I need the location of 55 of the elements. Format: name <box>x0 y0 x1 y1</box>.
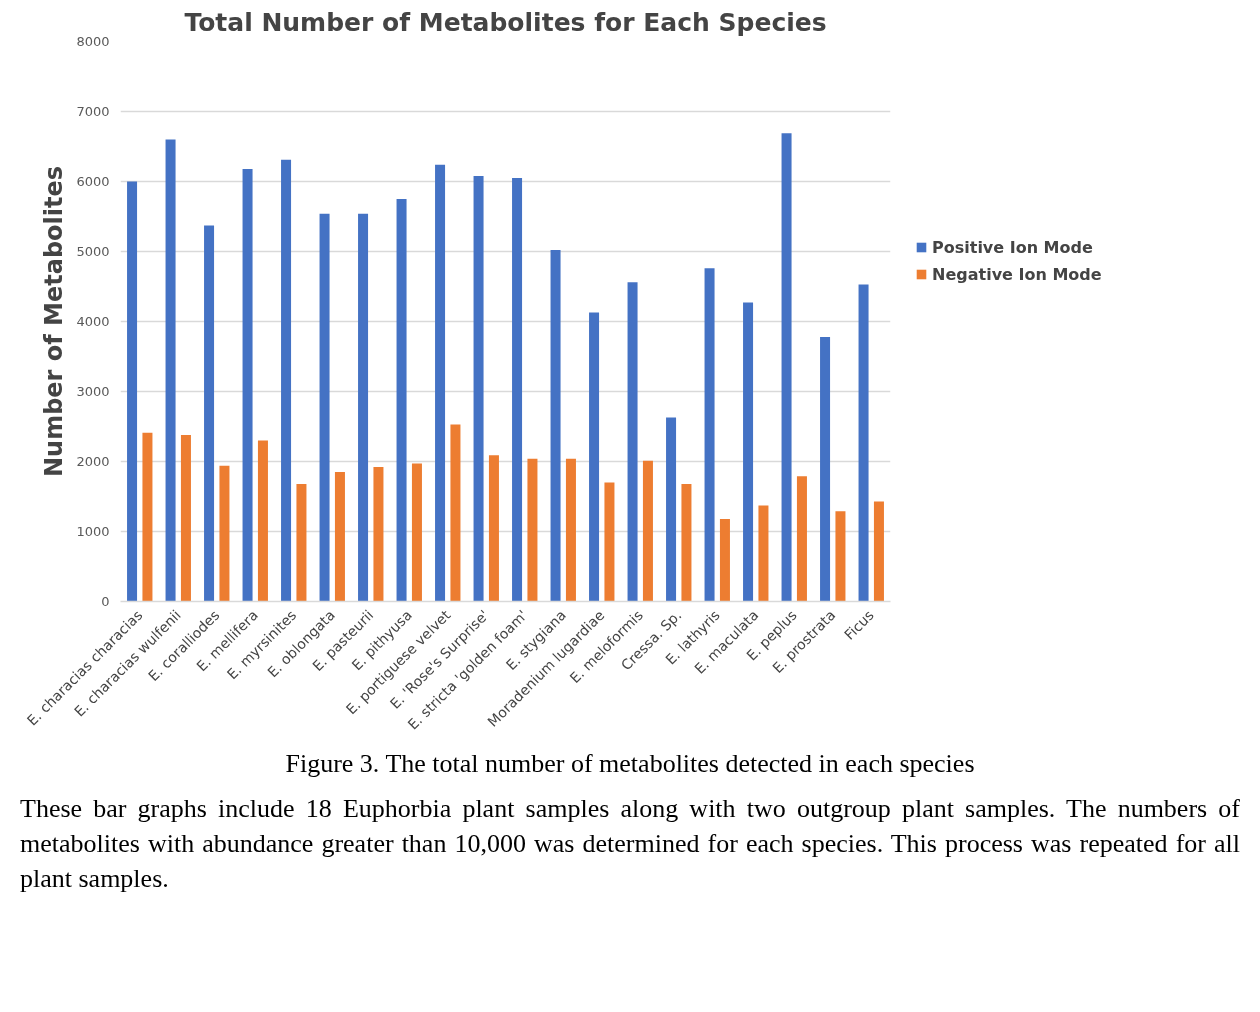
bar <box>435 164 446 602</box>
bar <box>873 501 884 602</box>
bar <box>604 482 615 602</box>
bar <box>642 460 653 602</box>
bar <box>296 483 307 602</box>
bar <box>565 458 576 602</box>
bar <box>512 178 523 602</box>
bar <box>527 458 538 602</box>
bar <box>127 181 138 602</box>
bar <box>719 518 730 602</box>
bar <box>319 213 330 602</box>
bar <box>219 465 230 602</box>
bar <box>411 463 422 602</box>
bar <box>666 417 677 602</box>
y-tick-label: 1000 <box>76 524 110 539</box>
bar <box>242 168 253 602</box>
y-axis-title: Number of Metabolites <box>40 165 69 478</box>
y-tick-label: 5000 <box>76 244 110 259</box>
y-tick-label: 7000 <box>76 104 110 119</box>
bar <box>781 133 792 602</box>
y-tick-label: 8000 <box>76 34 110 49</box>
y-tick-label: 4000 <box>76 314 110 329</box>
bar <box>820 336 831 602</box>
bar <box>589 312 600 602</box>
y-tick-label: 3000 <box>76 384 110 399</box>
bar <box>743 302 754 602</box>
bar <box>373 467 384 602</box>
bar <box>165 139 176 602</box>
bar <box>396 199 407 602</box>
legend-label: Negative Ion Mode <box>932 264 1102 284</box>
y-tick-label: 2000 <box>76 454 110 469</box>
bar <box>450 424 461 602</box>
bar <box>835 511 846 602</box>
bar <box>758 505 769 602</box>
y-tick-label: 0 <box>101 594 110 609</box>
bar <box>681 483 692 602</box>
bar <box>204 225 215 602</box>
bar <box>257 440 268 602</box>
bar <box>627 282 638 602</box>
bar <box>334 472 345 602</box>
bar <box>550 250 561 602</box>
text: These bar graphs include 18 Euphorbia plant samples along with two outgroup plant samples. The numbers of metabolites with abundance greater than 10,000 was determined for each species. This process was repeated for all plant samples. <box>20 793 1240 896</box>
bar <box>142 432 153 602</box>
bar <box>473 175 484 602</box>
bar <box>704 268 715 602</box>
bar <box>358 213 369 602</box>
bar <box>281 159 292 602</box>
legend-label: Positive Ion Mode <box>932 237 1093 257</box>
bar <box>180 434 191 602</box>
chart-title: Total Number of Metabolites for Each Species <box>184 7 827 37</box>
y-tick-label: 6000 <box>76 174 110 189</box>
bar <box>488 455 499 602</box>
caption: Figure 3. The total number of metabolites detected in each species <box>285 748 975 780</box>
bar <box>858 284 869 602</box>
bar <box>796 476 807 602</box>
